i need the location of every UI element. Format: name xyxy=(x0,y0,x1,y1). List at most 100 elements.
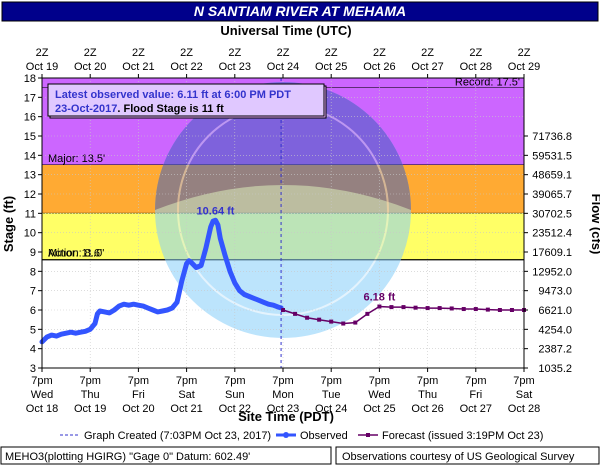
stage-tick-label: 17 xyxy=(24,92,36,104)
svg-text:23-Oct-2017. Flood Stage is 11: 23-Oct-2017. Flood Stage is 11 ft xyxy=(55,103,224,115)
stage-tick-label: 11 xyxy=(25,208,36,220)
bottom-tick-day: Fri xyxy=(469,389,482,401)
bottom-tick-date: Oct 19 xyxy=(74,403,106,415)
bottom-tick-day: Sun xyxy=(225,389,245,401)
top-tick-time: 2Z xyxy=(277,47,290,59)
footer-credit: Observations courtesy of US Geological S… xyxy=(342,451,575,463)
top-tick-date: Oct 26 xyxy=(363,61,395,73)
bottom-tick-time: 7pm xyxy=(513,375,534,387)
bottom-tick-time: 7pm xyxy=(417,375,438,387)
stage-axis: 3 4 5 6 7 8 9 10 11 12 13 14 15 16 17 18 xyxy=(24,73,42,375)
top-tick-date: Oct 27 xyxy=(411,61,443,73)
flow-tick-label: 30702.5 xyxy=(532,208,572,220)
latest-value-line1: Latest observed value: 6.11 ft at 6:00 P… xyxy=(55,89,291,101)
peak-annotation: 6.18 ft xyxy=(364,292,396,304)
forecast-point xyxy=(449,306,454,311)
flow-tick-label: 2387.2 xyxy=(538,344,572,356)
stage-tick-label: 9 xyxy=(30,247,36,259)
bottom-tick-time: 7pm xyxy=(176,375,197,387)
bottom-axis-title: Site Time (PDT) xyxy=(238,409,334,424)
forecast-point xyxy=(341,321,346,326)
band-label-minor: Minor: 11.0' xyxy=(48,248,104,260)
forecast-point xyxy=(461,307,466,312)
bottom-axis: 7pm Wed Oct 18 7pm Thu Oct 19 7pm Fri Oct 20 7pm S… xyxy=(26,368,540,415)
bottom-tick-day: Fri xyxy=(132,389,145,401)
top-tick-time: 2Z xyxy=(325,47,338,59)
bottom-tick-time: 7pm xyxy=(320,375,341,387)
bottom-tick-time: 7pm xyxy=(369,375,390,387)
top-tick-date: Oct 29 xyxy=(508,61,540,73)
bottom-tick-day: Sat xyxy=(178,389,195,401)
bottom-tick-day: Sat xyxy=(516,389,533,401)
forecast-point xyxy=(317,317,322,322)
stage-tick-label: 13 xyxy=(24,170,36,182)
bottom-tick-time: 7pm xyxy=(79,375,100,387)
plot-area: Record: 17.5' Major: 13.5' Minor: 11.0'Act… xyxy=(39,77,526,369)
stage-tick-label: 14 xyxy=(24,150,36,162)
top-tick-date: Oct 22 xyxy=(170,61,202,73)
top-axis: 2Z Oct 19 2Z Oct 20 2Z Oct 21 2Z Oct 22 2Z Oct 23… xyxy=(26,47,540,78)
flow-tick-label: 9473.0 xyxy=(538,286,572,298)
stage-tick-label: 15 xyxy=(24,131,36,143)
forecast-point xyxy=(281,308,285,312)
stage-tick-label: 16 xyxy=(24,112,36,124)
top-tick-time: 2Z xyxy=(180,47,193,59)
bottom-tick-day: Tue xyxy=(322,389,341,401)
bottom-tick-date: Oct 25 xyxy=(363,403,395,415)
top-tick-date: Oct 24 xyxy=(267,61,299,73)
top-tick-time: 2Z xyxy=(132,47,145,59)
forecast-point xyxy=(305,315,310,320)
bottom-tick-time: 7pm xyxy=(224,375,245,387)
bottom-tick-day: Wed xyxy=(31,389,53,401)
stage-tick-label: 6 xyxy=(30,305,36,317)
legend-observed-label: Observed xyxy=(300,430,348,442)
forecast-point xyxy=(509,308,514,312)
flow-tick-label: 17609.1 xyxy=(532,247,572,259)
bottom-tick-time: 7pm xyxy=(465,375,486,387)
forecast-point xyxy=(485,307,490,312)
forecast-point xyxy=(329,319,334,324)
forecast-point xyxy=(353,320,358,325)
top-tick-date: Oct 21 xyxy=(122,61,154,73)
forecast-point xyxy=(437,306,442,311)
band-label-record: Record: 17.5' xyxy=(455,77,520,89)
forecast-point xyxy=(401,305,406,310)
flow-tick-label: 12952.0 xyxy=(532,266,572,278)
series-observed-line xyxy=(39,217,284,345)
bottom-tick-date: Oct 23 xyxy=(267,403,299,415)
stage-tick-label: 3 xyxy=(30,363,36,375)
flow-tick-label: 23512.4 xyxy=(532,228,572,240)
flow-axis-label: Flow (cfs) xyxy=(589,194,600,255)
flow-tick-label: 39065.7 xyxy=(532,189,572,201)
forecast-point xyxy=(365,311,370,316)
top-tick-time: 2Z xyxy=(36,47,49,59)
top-tick-time: 2Z xyxy=(373,47,386,59)
legend: Graph Created (7:03PM Oct 23, 2017) Obse… xyxy=(60,430,543,442)
top-tick-date: Oct 23 xyxy=(219,61,251,73)
forecast-point xyxy=(497,308,502,312)
flow-axis: 1035.2 2387.2 4254.0 6621.0 9473.0 12952.0 176… xyxy=(524,131,572,375)
chart-title: N SANTIAM RIVER AT MEHAMA xyxy=(194,3,406,19)
bottom-tick-day: Thu xyxy=(81,389,100,401)
flood-stage-text: . Flood Stage is 11 ft xyxy=(117,103,224,115)
bottom-tick-time: 7pm xyxy=(128,375,149,387)
top-tick-date: Oct 25 xyxy=(315,61,347,73)
stage-tick-label: 8 xyxy=(30,266,36,278)
band-label-major: Major: 13.5' xyxy=(48,153,105,165)
flow-tick-label: 6621.0 xyxy=(538,305,572,317)
legend-forecast-marker xyxy=(366,433,370,437)
top-tick-time: 2Z xyxy=(84,47,97,59)
latest-value-box: Latest observed value: 6.11 ft at 6:00 P… xyxy=(47,83,327,119)
forecast-point xyxy=(389,305,394,310)
footer: MEHO3(plotting HGIRG) "Gage 0" Datum: 60… xyxy=(0,446,600,465)
latest-value-date: 23-Oct-2017 xyxy=(55,103,117,115)
bottom-tick-date: Oct 21 xyxy=(170,403,202,415)
flow-tick-label: 71736.8 xyxy=(532,131,572,143)
top-tick-time: 2Z xyxy=(228,47,241,59)
legend-observed-marker xyxy=(283,432,289,438)
stage-tick-label: 7 xyxy=(30,286,36,298)
bottom-tick-date: Oct 20 xyxy=(122,403,154,415)
band-label-action: Action: 8.6' xyxy=(48,248,102,260)
stage-tick-label: 5 xyxy=(30,324,36,336)
